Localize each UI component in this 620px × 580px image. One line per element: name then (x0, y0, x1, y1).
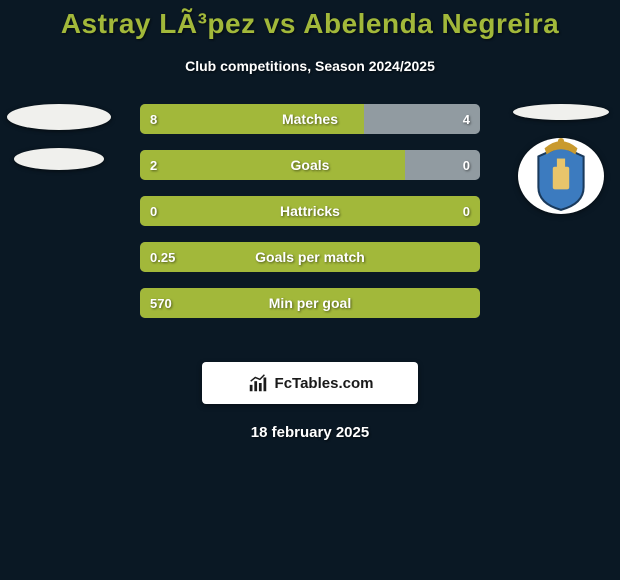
club-crest-icon (518, 138, 604, 214)
comparison-area: 84Matches20Goals00Hattricks0.25Goals per… (0, 104, 620, 344)
stat-row: 570Min per goal (140, 288, 480, 318)
stat-left-fill (140, 196, 480, 226)
placeholder-ellipse-icon (7, 104, 111, 130)
page-title: Astray LÃ³pez vs Abelenda Negreira (0, 8, 620, 40)
stat-left-fill (140, 288, 480, 318)
date-text: 18 february 2025 (0, 424, 620, 441)
stat-left-value: 0.25 (140, 242, 185, 272)
player-left-logo (4, 104, 114, 214)
placeholder-ellipse-icon (14, 148, 104, 170)
attribution-text: FcTables.com (275, 375, 374, 392)
attribution-badge: FcTables.com (202, 362, 418, 404)
stat-left-value: 570 (140, 288, 182, 318)
stat-left-value: 0 (140, 196, 167, 226)
player-right-logo (506, 104, 616, 214)
shield-icon (530, 138, 592, 214)
stat-left-value: 8 (140, 104, 167, 134)
subtitle: Club competitions, Season 2024/2025 (0, 58, 620, 74)
stat-right-value: 0 (453, 196, 480, 226)
stat-row: 20Goals (140, 150, 480, 180)
stat-row: 0.25Goals per match (140, 242, 480, 272)
stat-right-value: 4 (453, 104, 480, 134)
stat-bars: 84Matches20Goals00Hattricks0.25Goals per… (140, 104, 480, 318)
stat-left-fill (140, 150, 405, 180)
stat-left-fill (140, 242, 480, 272)
placeholder-ellipse-icon (513, 104, 609, 120)
stat-right-value: 0 (453, 150, 480, 180)
chart-icon (247, 372, 269, 394)
stat-left-fill (140, 104, 364, 134)
stat-row: 00Hattricks (140, 196, 480, 226)
stat-left-value: 2 (140, 150, 167, 180)
comparison-card: Astray LÃ³pez vs Abelenda Negreira Club … (0, 0, 620, 441)
stat-row: 84Matches (140, 104, 480, 134)
